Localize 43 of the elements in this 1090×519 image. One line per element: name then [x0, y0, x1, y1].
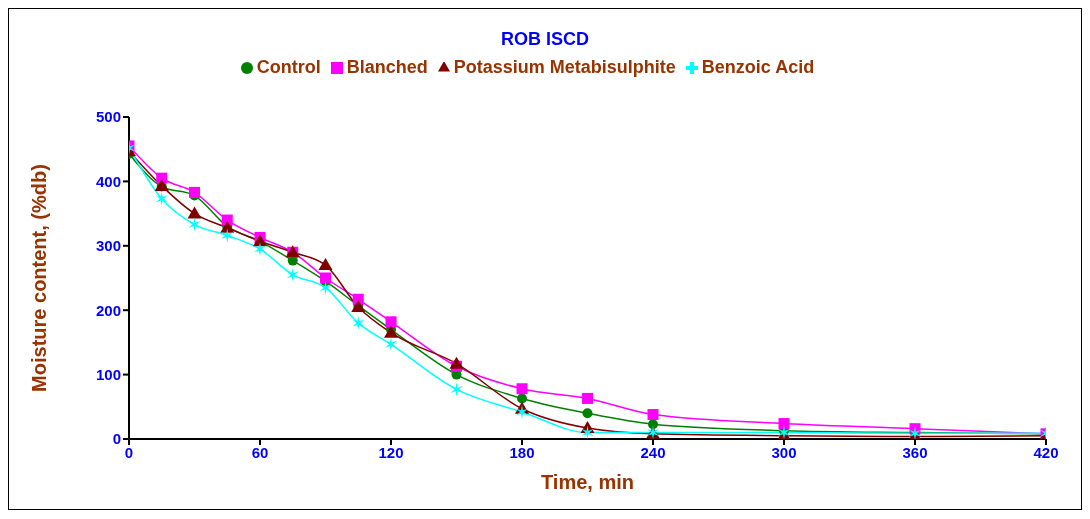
point: [450, 382, 463, 397]
y-tick-label: 200: [95, 301, 121, 319]
point: [320, 272, 331, 284]
x-tick-label: 180: [509, 443, 535, 461]
y-tick-label: 300: [95, 237, 121, 255]
chart-title: ROB ISCD: [500, 28, 590, 51]
point: [187, 206, 202, 219]
point: [286, 267, 299, 282]
legend-label: Potassium Metabisulphite: [453, 57, 676, 77]
x-axis-title: Time, min: [541, 471, 634, 493]
point: [385, 316, 397, 328]
point: [647, 409, 659, 421]
legend-label: Control: [256, 57, 321, 77]
legend-label: Blanched: [346, 57, 428, 77]
y-tick-label: 400: [95, 172, 121, 190]
x-tick-label: 300: [771, 443, 797, 461]
legend-label: Benzoic Acid: [701, 57, 815, 77]
point: [581, 425, 594, 439]
x-tick-label: 420: [1033, 443, 1059, 461]
y-tick-label: 500: [95, 108, 121, 126]
point: [582, 408, 593, 419]
point: [155, 191, 168, 206]
point: [318, 258, 333, 271]
point: [384, 337, 398, 352]
point: [778, 418, 790, 430]
x-tick-label: 120: [378, 443, 404, 461]
y-tick-label: 100: [95, 365, 121, 383]
point: [189, 186, 200, 198]
point: [449, 356, 464, 369]
point: [188, 217, 201, 232]
x-tick-label: 60: [251, 443, 269, 461]
x-tick-label: 0: [124, 443, 134, 461]
point: [352, 316, 365, 331]
point: [319, 280, 332, 295]
point: [648, 419, 658, 430]
point: [582, 392, 593, 404]
x-tick-label: 360: [902, 443, 928, 461]
y-axis-title: Moisture content, (%db): [28, 164, 51, 392]
point: [516, 383, 528, 395]
x-tick-label: 240: [640, 443, 666, 461]
point: [221, 228, 234, 243]
point: [517, 393, 527, 404]
y-tick-label: 0: [112, 430, 121, 448]
